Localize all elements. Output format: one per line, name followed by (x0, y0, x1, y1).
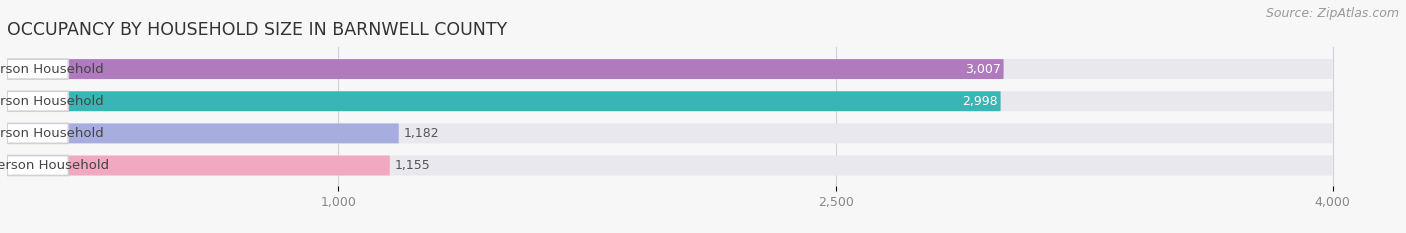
Text: 3,007: 3,007 (965, 63, 1001, 75)
FancyBboxPatch shape (7, 59, 69, 79)
FancyBboxPatch shape (7, 156, 69, 175)
Text: 1,182: 1,182 (404, 127, 439, 140)
Text: 2-Person Household: 2-Person Household (0, 95, 104, 108)
FancyBboxPatch shape (7, 59, 1004, 79)
Text: 3-Person Household: 3-Person Household (0, 127, 104, 140)
FancyBboxPatch shape (7, 91, 1001, 111)
FancyBboxPatch shape (7, 123, 69, 143)
Text: OCCUPANCY BY HOUSEHOLD SIZE IN BARNWELL COUNTY: OCCUPANCY BY HOUSEHOLD SIZE IN BARNWELL … (7, 21, 508, 39)
FancyBboxPatch shape (7, 91, 1333, 111)
FancyBboxPatch shape (7, 91, 69, 111)
Text: 1,155: 1,155 (395, 159, 430, 172)
FancyBboxPatch shape (7, 123, 399, 143)
Text: Source: ZipAtlas.com: Source: ZipAtlas.com (1265, 7, 1399, 20)
FancyBboxPatch shape (7, 59, 1333, 79)
FancyBboxPatch shape (7, 156, 389, 175)
Text: 4+ Person Household: 4+ Person Household (0, 159, 110, 172)
Text: 1-Person Household: 1-Person Household (0, 63, 104, 75)
FancyBboxPatch shape (7, 156, 1333, 175)
Text: 2,998: 2,998 (962, 95, 998, 108)
FancyBboxPatch shape (7, 123, 1333, 143)
